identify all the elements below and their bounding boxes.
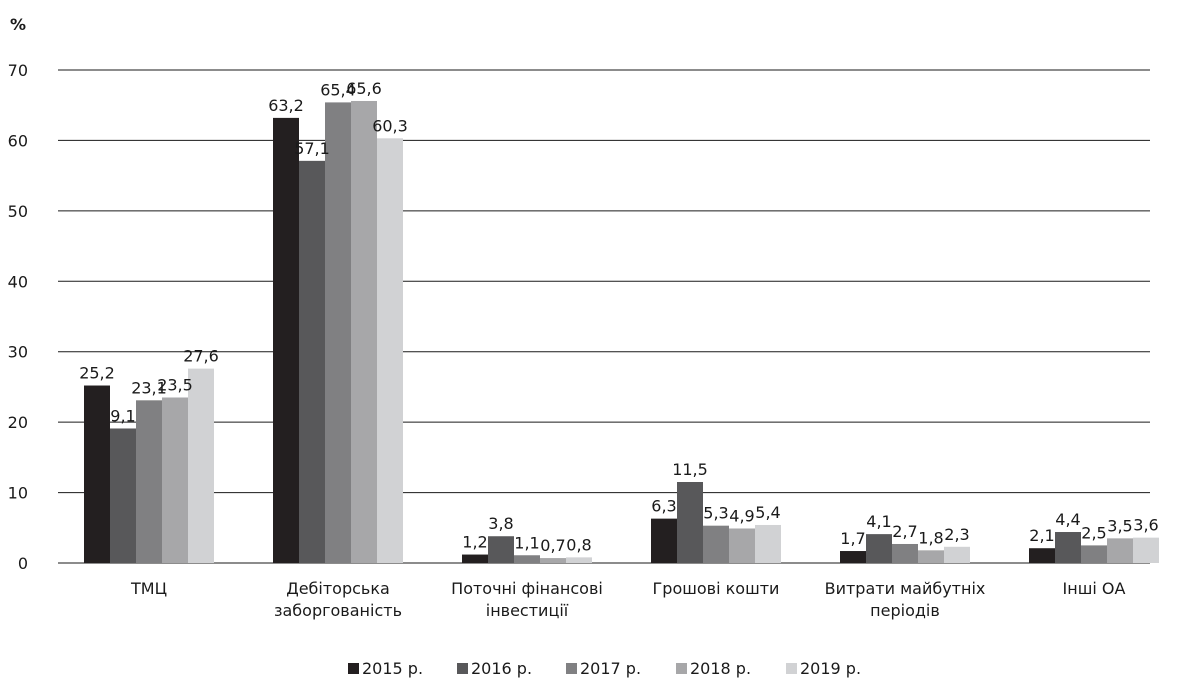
y-axis-ticks: 0 10 20 30 40 50 60 70 [8,61,28,573]
data-label: 2,7 [892,522,917,541]
data-labels: 25,2 9,1 23,123,5 27,6 63,2 57,1 65,465,6 60,3 1… [79,79,1159,555]
category-label: Інші ОА [1063,579,1126,598]
legend: 2015 р. 2016 р. 2017 р. 2018 р. 2019 р. [348,659,861,678]
data-label: 65,6 [346,79,382,98]
y-tick-label: 50 [8,202,28,221]
bar [162,397,188,563]
y-tick-label: 30 [8,343,28,362]
data-label: 4,9 [729,506,754,525]
bar [1081,545,1107,563]
data-label: 11,5 [672,460,708,479]
category-label: Грошові кошти [653,579,780,598]
x-axis-category-labels: ТМЦ Дебіторська заборгованість Поточні фіна… [130,579,1126,620]
data-label: 25,2 [79,364,115,383]
data-label: 60,3 [372,116,408,135]
bar [110,428,136,563]
data-label: 65,4 [320,80,356,99]
bar [866,534,892,563]
category-label: ТМЦ [130,579,167,598]
bar [377,138,403,563]
bar [299,160,325,564]
y-tick-label: 60 [8,131,28,150]
data-label: 1,7 [840,529,865,548]
bar [703,525,729,563]
data-label: 1,1 [514,533,539,552]
category-label: Витрати майбутніх періодів [825,579,986,620]
data-label: 5,3 [703,504,728,523]
data-label: 4,4 [1055,510,1080,529]
data-label: 63,2 [268,96,304,115]
bar [729,528,755,563]
bar [677,482,703,563]
bar [1133,537,1159,563]
data-label: 2,3 [944,525,969,544]
legend-swatch [566,663,577,674]
bar [540,558,566,563]
bar [566,557,592,563]
bars [84,100,1159,564]
gridlines [58,69,1150,564]
legend-label: 2019 р. [800,659,861,678]
data-label: 3,5 [1107,516,1132,535]
data-label: 23,5 [157,375,193,394]
category-label: Поточні фінансові інвестиції [451,579,603,620]
bar [188,368,214,563]
y-tick-label: 20 [8,413,28,432]
bar [136,400,162,563]
data-label: 57,1 [294,139,330,158]
bar [488,536,514,563]
data-label: 9,1 [110,406,135,425]
data-label: 1,8 [918,528,943,547]
legend-label: 2015 р. [362,659,423,678]
data-label: 0,7 [540,536,565,555]
data-label: 23,1 [131,378,167,397]
data-label: 2,1 [1029,526,1054,545]
data-label: 2,5 [1081,523,1106,542]
bar [273,117,299,564]
data-label: 27,6 [183,347,219,366]
bar [84,385,110,563]
data-label: 5,4 [755,503,780,522]
bar [944,546,970,563]
bar [755,524,781,563]
y-axis-unit-label: % [10,15,26,34]
category-label: Дебіторська заборгованість [274,579,402,620]
bar [1029,548,1055,563]
data-label: 1,2 [462,533,487,552]
y-tick-label: 10 [8,484,28,503]
bar [351,100,377,563]
y-tick-label: 70 [8,61,28,80]
bar [892,543,918,563]
legend-swatch [457,663,468,674]
bar [462,554,488,563]
data-label: 3,6 [1133,516,1158,535]
data-label: 0,8 [566,535,591,554]
bar [514,555,540,563]
bar [651,518,677,563]
legend-swatch [348,663,359,674]
data-label: 6,3 [651,497,676,516]
data-label: 3,8 [488,514,513,533]
bar [325,102,351,563]
legend-swatch [676,663,687,674]
legend-swatch [786,663,797,674]
data-label: 4,1 [866,512,891,531]
legend-label: 2017 р. [580,659,641,678]
y-tick-label: 0 [18,554,28,573]
legend-label: 2018 р. [690,659,751,678]
y-tick-label: 40 [8,272,28,291]
bar [840,551,866,563]
bar [918,550,944,563]
legend-label: 2016 р. [471,659,532,678]
bar [1107,538,1133,563]
bar [1055,532,1081,563]
